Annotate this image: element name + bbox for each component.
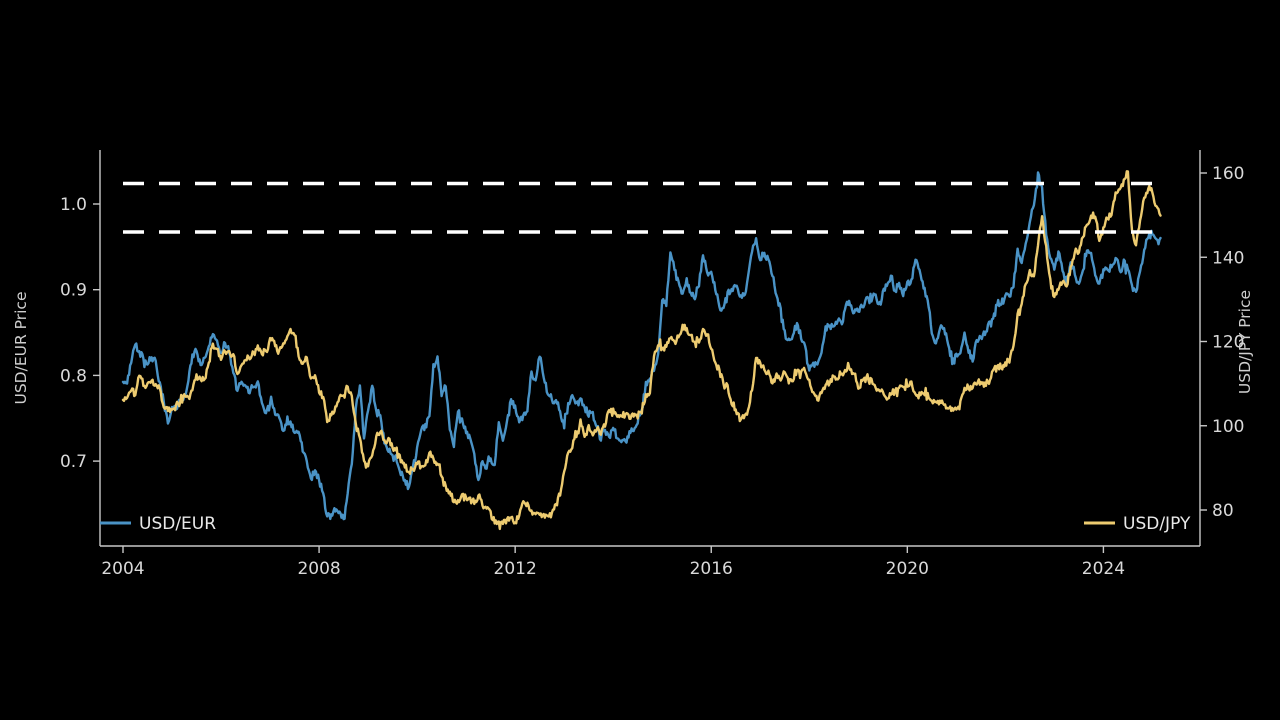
usd-jpy-line	[121, 170, 1162, 531]
y-right-tick-label: 160	[1212, 164, 1244, 184]
y-right-tick-label: 80	[1212, 501, 1234, 521]
y-right-axis-title: USD/JPY Price	[1236, 290, 1254, 394]
data-series-layer	[121, 170, 1162, 531]
y-left-tick-label: 0.9	[60, 281, 87, 301]
x-tick-label: 2004	[101, 559, 144, 579]
legend-usd-eur: USD/EUR	[100, 514, 216, 534]
y-left-tick-label: 0.8	[60, 366, 87, 386]
y-right-tick-label: 140	[1212, 248, 1244, 268]
x-tick-label: 2020	[886, 559, 929, 579]
axis-ticks-layer: 2004 2008 2012 2016 2020 2024 0.7 0.8 0.9 1.0 80 10…	[60, 164, 1245, 579]
y-left-axis-title: USD/EUR Price	[12, 292, 30, 405]
usd-jpy-legend-label: USD/JPY	[1123, 514, 1191, 534]
usd-eur-line	[121, 171, 1162, 521]
y-right-tick-label: 100	[1212, 417, 1244, 437]
x-tick-label: 2016	[690, 559, 733, 579]
x-tick-label: 2008	[297, 559, 340, 579]
y-left-tick-label: 1.0	[60, 195, 87, 215]
x-tick-label: 2024	[1082, 559, 1125, 579]
reference-lines-layer	[123, 181, 1161, 234]
plot-spines	[99, 150, 1201, 547]
x-tick-label: 2012	[494, 559, 537, 579]
y-right-tick-label: 120	[1212, 333, 1244, 353]
y-left-tick-label: 0.7	[60, 452, 87, 472]
usd-eur-legend-label: USD/EUR	[139, 514, 216, 534]
legend-usd-jpy: USD/JPY	[1084, 514, 1191, 534]
